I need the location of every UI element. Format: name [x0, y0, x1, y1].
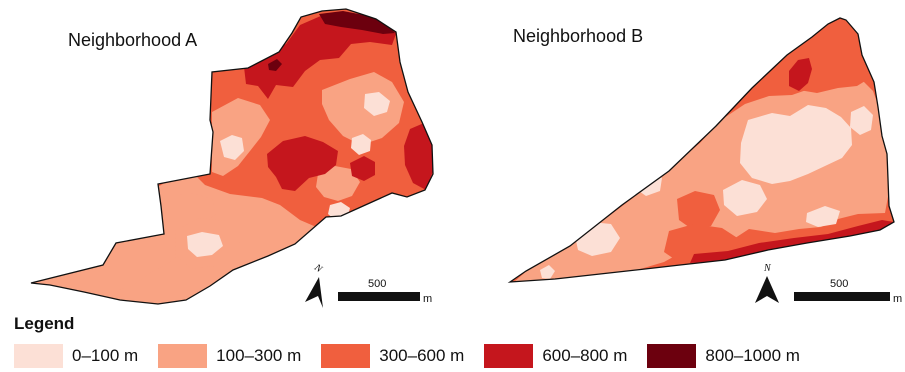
legend-item-100-300: 100–300 m — [158, 344, 301, 368]
legend-label-0-100: 0–100 m — [72, 346, 139, 365]
north-arrow-a: N — [305, 262, 325, 308]
scale-bar-a-bar — [338, 292, 420, 301]
neighborhood-a-zone-100-300-southeast — [316, 166, 360, 201]
neighborhood-a-zone-0-100-2 — [220, 135, 244, 160]
legend-label-600-800: 600–800 m — [542, 346, 628, 365]
scale-bar-b: 500 m — [794, 278, 902, 305]
neighborhood-a-zone-100-300-east — [322, 72, 404, 145]
neighborhood-b-title: Neighborhood B — [513, 26, 643, 46]
neighborhood-b-zone-0-100-lower-right — [806, 206, 840, 227]
scale-bar-a-value: 500 — [368, 278, 386, 290]
neighborhood-a-zone-800-1000-west — [268, 59, 282, 71]
legend-swatch-100-300 — [158, 344, 208, 368]
neighborhood-b-zone-0-100-right — [850, 106, 873, 135]
neighborhood-b-zone-0-100-corner — [540, 265, 555, 279]
legend-label-300-600: 300–600 m — [379, 346, 465, 365]
legend-swatch-300-600 — [321, 344, 371, 368]
legend-items: 0–100 m 100–300 m 300–600 m 600–800 m 80… — [14, 344, 800, 368]
neighborhood-a-title: Neighborhood A — [68, 30, 197, 50]
north-arrow-a-icon — [305, 277, 323, 308]
neighborhood-b-zone-0-100-center — [740, 105, 852, 184]
neighborhood-b-zone-300-600-north — [791, 21, 870, 93]
neighborhood-a-boundary — [30, 8, 434, 305]
north-arrow-b-label: N — [763, 263, 772, 274]
legend-item-600-800: 600–800 m — [484, 344, 627, 368]
legend-label-800-1000: 800–1000 m — [705, 346, 800, 365]
legend-swatch-800-1000 — [647, 344, 697, 368]
scale-bar-a: 500 m — [338, 278, 432, 305]
north-arrow-b: N — [755, 263, 779, 303]
north-arrow-a-label: N — [311, 262, 325, 276]
legend-label-100-300: 100–300 m — [216, 346, 302, 365]
neighborhood-a-zone-0-100-5 — [351, 134, 371, 155]
neighborhood-a-zone-600-800-mid — [350, 156, 375, 181]
legend-title: Legend — [14, 314, 75, 333]
scale-bar-b-unit: m — [893, 293, 902, 305]
legend-swatch-600-800 — [484, 344, 534, 368]
neighborhood-a-zone-800-1000-north — [319, 11, 395, 34]
north-arrow-b-icon — [755, 276, 779, 303]
neighborhood-a-zone-0-100-1 — [187, 232, 223, 257]
neighborhood-b-zone-600-800-north — [789, 58, 812, 91]
legend: Legend 0–100 m 100–300 m 300–600 m 600–8… — [14, 314, 894, 370]
neighborhood-b-zone-300-600-mid-left — [677, 191, 720, 230]
scale-bar-b-bar — [794, 292, 890, 301]
legend-item-800-1000: 800–1000 m — [647, 344, 800, 368]
scale-bar-a-unit: m — [423, 293, 432, 305]
neighborhood-b-zone-600-800-south — [690, 220, 894, 263]
neighborhood-a-zone-600-800-north — [244, 13, 397, 99]
neighborhood-a-zone-600-800-east — [404, 123, 433, 190]
legend-item-0-100: 0–100 m — [14, 344, 138, 368]
neighborhood-b-boundary — [507, 17, 895, 283]
neighborhood-a-zone-0-100-3 — [364, 92, 390, 116]
neighborhood-a-zone-100-300-west — [31, 193, 216, 293]
neighborhood-b-zone-0-100-mid — [723, 180, 767, 216]
scale-bar-b-value: 500 — [830, 278, 848, 290]
legend-swatch-0-100 — [14, 344, 63, 368]
neighborhood-a-zone-600-800-center — [267, 136, 338, 191]
legend-item-300-600: 300–600 m — [321, 344, 464, 368]
